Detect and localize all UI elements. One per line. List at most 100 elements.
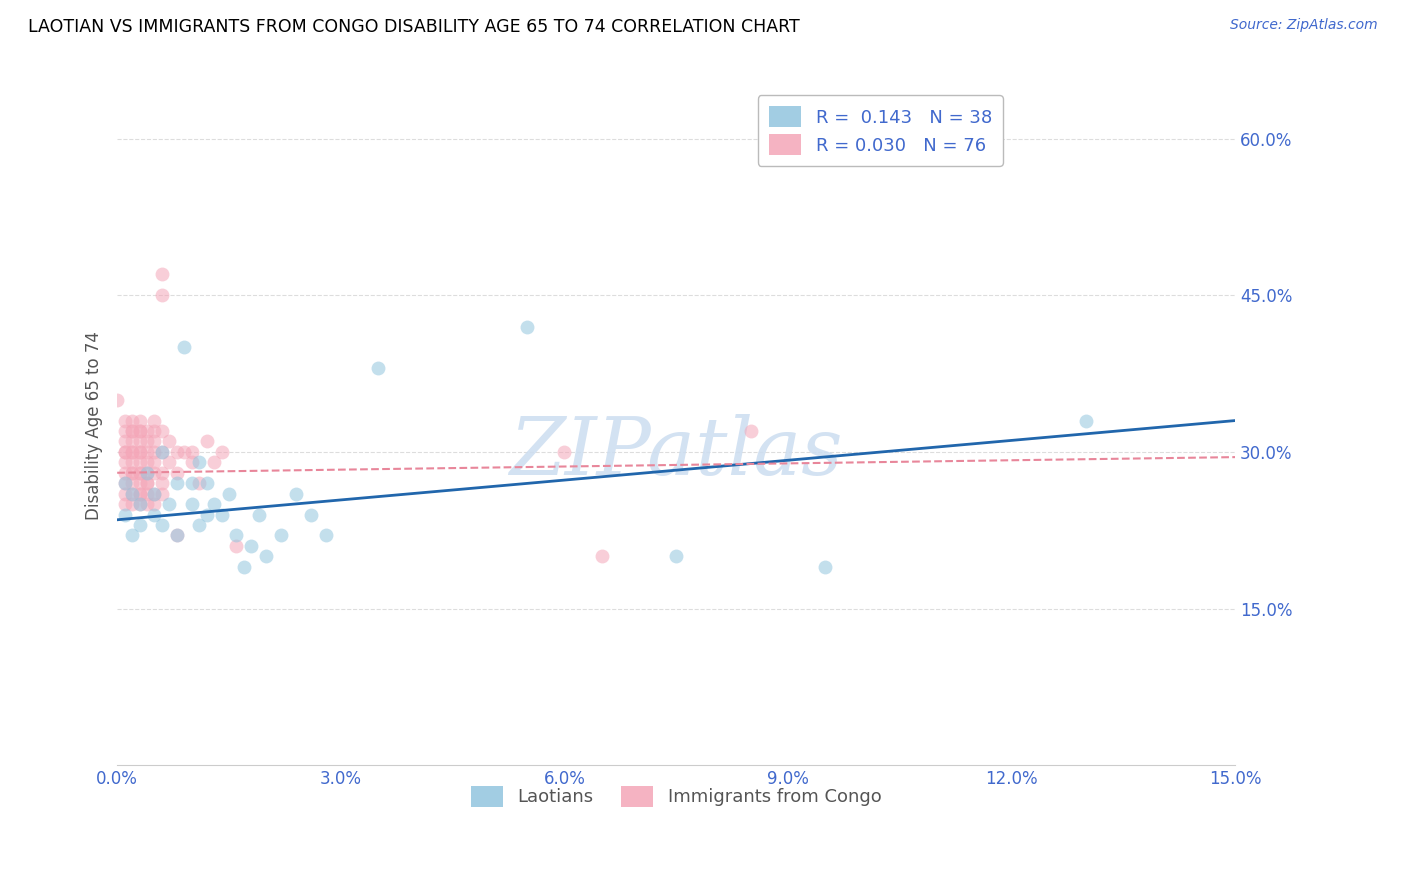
Point — [136, 497, 159, 511]
Point — [128, 497, 150, 511]
Point — [270, 528, 292, 542]
Point — [128, 445, 150, 459]
Point — [367, 361, 389, 376]
Point — [143, 434, 166, 449]
Point — [143, 413, 166, 427]
Point — [166, 528, 188, 542]
Point — [1076, 413, 1098, 427]
Point — [591, 549, 613, 564]
Point — [195, 434, 218, 449]
Point — [136, 455, 159, 469]
Point — [188, 518, 211, 533]
Point — [128, 497, 150, 511]
Point — [188, 476, 211, 491]
Point — [136, 476, 159, 491]
Point — [299, 508, 322, 522]
Point — [143, 486, 166, 500]
Point — [157, 455, 180, 469]
Point — [136, 466, 159, 480]
Point — [114, 424, 136, 438]
Point — [150, 486, 173, 500]
Point — [121, 434, 143, 449]
Point — [150, 424, 173, 438]
Point — [128, 466, 150, 480]
Point — [157, 497, 180, 511]
Point — [121, 486, 143, 500]
Point — [121, 424, 143, 438]
Point — [143, 455, 166, 469]
Point — [211, 445, 233, 459]
Point — [128, 466, 150, 480]
Point — [121, 466, 143, 480]
Text: ZIPatlas: ZIPatlas — [509, 414, 844, 491]
Point — [188, 455, 211, 469]
Point — [150, 268, 173, 282]
Point — [180, 455, 202, 469]
Point — [150, 288, 173, 302]
Point — [114, 508, 136, 522]
Point — [180, 497, 202, 511]
Point — [218, 486, 240, 500]
Point — [180, 476, 202, 491]
Point — [114, 497, 136, 511]
Point — [665, 549, 688, 564]
Point — [740, 424, 762, 438]
Point — [121, 445, 143, 459]
Point — [105, 392, 128, 407]
Point — [150, 445, 173, 459]
Point — [128, 434, 150, 449]
Point — [211, 508, 233, 522]
Point — [114, 434, 136, 449]
Point — [150, 445, 173, 459]
Point — [553, 445, 575, 459]
Point — [121, 466, 143, 480]
Point — [128, 424, 150, 438]
Point — [114, 476, 136, 491]
Point — [121, 413, 143, 427]
Text: LAOTIAN VS IMMIGRANTS FROM CONGO DISABILITY AGE 65 TO 74 CORRELATION CHART: LAOTIAN VS IMMIGRANTS FROM CONGO DISABIL… — [28, 18, 800, 36]
Point — [114, 445, 136, 459]
Point — [173, 341, 195, 355]
Point — [150, 518, 173, 533]
Point — [128, 476, 150, 491]
Point — [114, 466, 136, 480]
Point — [114, 455, 136, 469]
Point — [121, 445, 143, 459]
Point — [232, 559, 254, 574]
Point — [114, 486, 136, 500]
Point — [128, 413, 150, 427]
Point — [166, 445, 188, 459]
Point — [121, 528, 143, 542]
Point — [247, 508, 270, 522]
Point — [143, 445, 166, 459]
Point — [173, 445, 195, 459]
Point — [166, 528, 188, 542]
Point — [128, 445, 150, 459]
Point — [114, 413, 136, 427]
Point — [225, 539, 247, 553]
Point — [143, 486, 166, 500]
Point — [114, 445, 136, 459]
Point — [136, 424, 159, 438]
Point — [814, 559, 837, 574]
Point — [150, 466, 173, 480]
Point — [128, 455, 150, 469]
Point — [202, 455, 225, 469]
Point — [166, 466, 188, 480]
Point — [136, 486, 159, 500]
Point — [128, 424, 150, 438]
Y-axis label: Disability Age 65 to 74: Disability Age 65 to 74 — [86, 331, 103, 520]
Point — [143, 424, 166, 438]
Point — [136, 476, 159, 491]
Point — [315, 528, 337, 542]
Point — [166, 476, 188, 491]
Legend: Laotians, Immigrants from Congo: Laotians, Immigrants from Congo — [464, 779, 889, 814]
Point — [150, 476, 173, 491]
Point — [180, 445, 202, 459]
Point — [285, 486, 308, 500]
Point — [143, 497, 166, 511]
Point — [202, 497, 225, 511]
Point — [143, 466, 166, 480]
Point — [240, 539, 263, 553]
Point — [121, 497, 143, 511]
